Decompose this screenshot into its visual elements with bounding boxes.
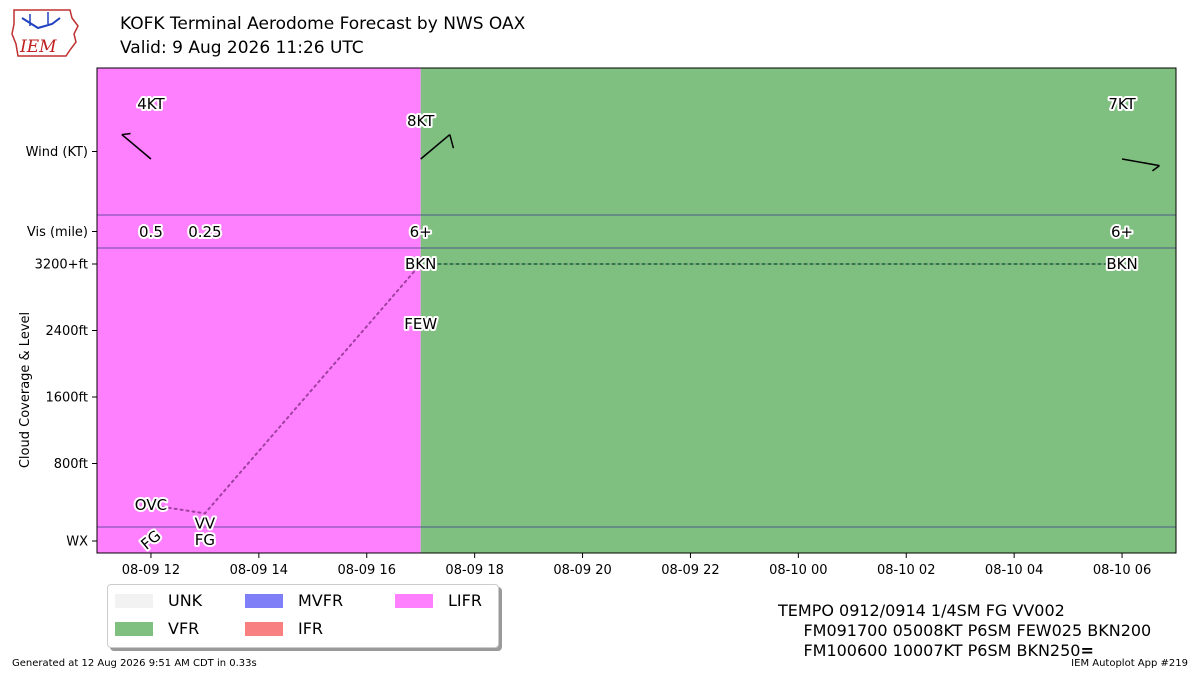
legend-item-vfr: VFR bbox=[115, 619, 199, 638]
legend-label: UNK bbox=[168, 591, 203, 610]
y-tick-label-cloud: 800ft bbox=[54, 457, 88, 472]
footer-app: IEM Autoplot App #219 bbox=[1071, 658, 1188, 669]
legend-swatch bbox=[115, 621, 153, 636]
legend-swatch bbox=[395, 593, 433, 608]
legend-label: VFR bbox=[168, 619, 200, 638]
legend-item-mvfr: MVFR bbox=[245, 591, 343, 610]
y-tick-label-cloud: 1600ft bbox=[45, 391, 88, 406]
y-label-vis: Vis (mile) bbox=[27, 225, 88, 240]
cloud-cover-label: BKN bbox=[405, 255, 436, 273]
wind-speed-label: 7KT bbox=[1108, 95, 1136, 113]
taf-line-2: FM091700 05008KT P6SM FEW025 BKN200 bbox=[803, 621, 1152, 640]
cloud-axis-title: Cloud Coverage & Level bbox=[18, 312, 33, 468]
category-band-lifr bbox=[97, 68, 421, 553]
cloud-cover-label: FEW bbox=[404, 315, 437, 333]
taf-terminator: = bbox=[1080, 641, 1094, 660]
x-axis: 08-09 12 08-09 14 08-09 16 08-09 18 08-09 20… bbox=[122, 553, 1151, 578]
legend-item-lifr: LIFR bbox=[395, 591, 482, 610]
iowa-map-icon: IEM bbox=[11, 9, 79, 57]
legend-swatch bbox=[245, 593, 283, 608]
visibility-label: 6+ bbox=[410, 223, 432, 241]
legend-label: LIFR bbox=[448, 591, 482, 610]
wind-barb bbox=[121, 132, 152, 160]
y-tick-label-cloud: 3200+ft bbox=[35, 258, 88, 273]
category-bands bbox=[97, 68, 1176, 553]
y-label-wind: Wind (KT) bbox=[26, 145, 88, 160]
taf-line-1: TEMPO 0912/0914 1/4SM FG VV002 bbox=[778, 601, 1065, 620]
cloud-level-line bbox=[149, 263, 1124, 515]
legend-item-ifr: IFR bbox=[245, 619, 323, 638]
x-tick-label: 08-09 22 bbox=[661, 563, 719, 578]
wind-barb bbox=[420, 133, 455, 160]
taf-line-3: FM100600 10007KT P6SM BKN250 bbox=[803, 641, 1081, 660]
wind-barb bbox=[1121, 158, 1160, 172]
x-tick-label: 08-09 20 bbox=[553, 563, 611, 578]
y-label-wx: WX bbox=[66, 535, 88, 550]
visibility-label: 0.25 bbox=[188, 223, 221, 241]
x-tick-label: 08-09 14 bbox=[230, 563, 288, 578]
plot-frame bbox=[96, 67, 1177, 554]
legend-swatch bbox=[245, 621, 283, 636]
cloud-cover-label: OVC bbox=[135, 496, 167, 514]
iem-logo: IEM bbox=[8, 4, 80, 60]
svg-text:IEM: IEM bbox=[19, 37, 57, 57]
wind-speed-label: 8KT bbox=[407, 112, 435, 130]
legend: UNK VFR MVFR IFR LIFR bbox=[107, 584, 499, 648]
chart-subtitle: Valid: 9 Aug 2026 11:26 UTC bbox=[120, 38, 364, 58]
row-separators bbox=[97, 214, 1176, 528]
y-axis: Wind (KT) Vis (mile) WX 800ft 1600ft 2400ft 32… bbox=[26, 145, 97, 550]
y-tick-label-cloud: 2400ft bbox=[45, 324, 88, 339]
x-tick-label: 08-10 06 bbox=[1093, 563, 1151, 578]
category-band-vfr bbox=[420, 68, 1176, 553]
visibility-label: 0.5 bbox=[139, 223, 163, 241]
legend-swatch bbox=[115, 593, 153, 608]
taf-text: TEMPO 0912/0914 1/4SM FG VV002 FM091700 … bbox=[778, 601, 1151, 661]
legend-label: MVFR bbox=[298, 591, 344, 610]
chart-title: KOFK Terminal Aerodome Forecast by NWS O… bbox=[120, 14, 526, 34]
x-tick-label: 08-10 04 bbox=[985, 563, 1043, 578]
weather-label: FG bbox=[195, 531, 215, 549]
x-tick-label: 08-09 16 bbox=[338, 563, 396, 578]
x-tick-label: 08-09 12 bbox=[122, 563, 180, 578]
wind-speed-label: 4KT bbox=[137, 95, 165, 113]
legend-label: IFR bbox=[298, 619, 324, 638]
x-tick-label: 08-10 02 bbox=[877, 563, 935, 578]
x-tick-label: 08-10 00 bbox=[769, 563, 827, 578]
footer-generated: Generated at 12 Aug 2026 9:51 AM CDT in … bbox=[12, 658, 257, 669]
legend-item-unk: UNK bbox=[115, 591, 202, 610]
cloud-cover-label: VV bbox=[195, 514, 216, 532]
x-tick-label: 08-09 18 bbox=[445, 563, 503, 578]
cloud-cover-label: BKN bbox=[1106, 255, 1137, 273]
wind-barbs bbox=[121, 132, 1160, 172]
visibility-label: 6+ bbox=[1111, 223, 1133, 241]
